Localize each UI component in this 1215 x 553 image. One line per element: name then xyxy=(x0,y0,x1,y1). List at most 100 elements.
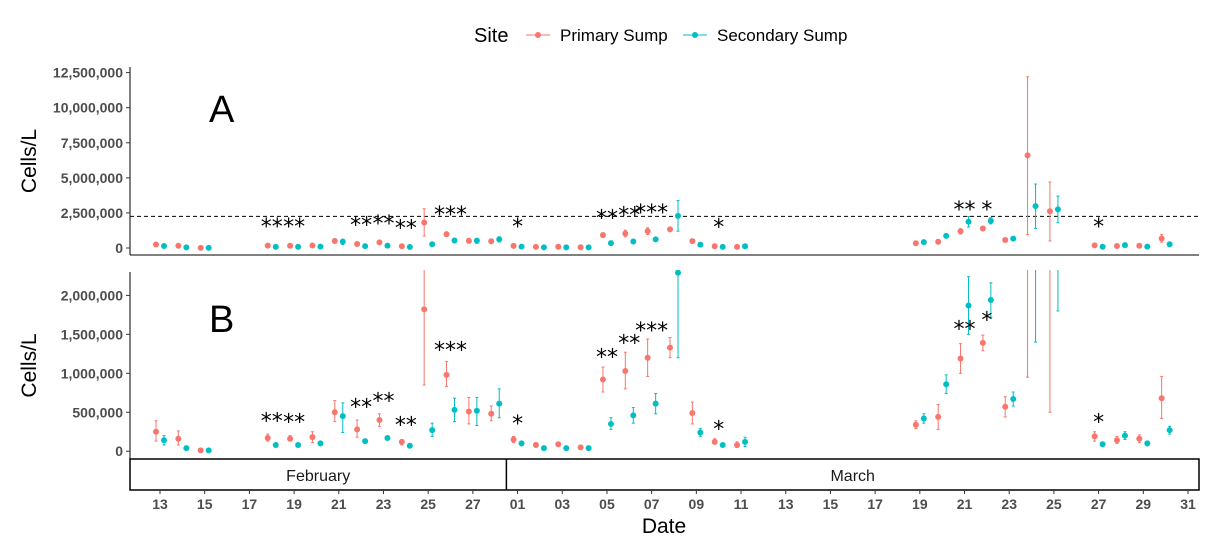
panel-a: 0 2,500,000 5,000,000 7,500,000 10,000,000 12… xyxy=(18,65,1199,256)
x-tick-label: 27 xyxy=(465,496,481,512)
data-point xyxy=(585,244,592,251)
data-point xyxy=(622,230,629,237)
y-tick-label: 12,500,000 xyxy=(53,65,123,81)
data-point xyxy=(362,243,369,250)
data-point xyxy=(719,243,726,250)
data-point xyxy=(1099,441,1106,448)
data-point xyxy=(205,244,212,251)
x-axis: 13 15 17 19 21 23 25 27 01 03 05 07 09 11 13 15 17 19 21 23… xyxy=(130,489,1199,512)
data-point xyxy=(384,242,391,249)
y-tick-label: 7,500,000 xyxy=(61,135,123,151)
significance-label: ** xyxy=(954,318,976,343)
data-point xyxy=(555,243,562,250)
data-point xyxy=(675,212,681,219)
data-point xyxy=(376,239,383,246)
data-point xyxy=(317,243,324,250)
significance-label: ** xyxy=(283,410,305,435)
data-point xyxy=(362,438,369,445)
significance-label: * xyxy=(713,417,724,442)
data-point xyxy=(331,409,338,416)
y-tick-label: 0 xyxy=(115,240,123,256)
data-point xyxy=(1046,208,1053,215)
significance-label: *** xyxy=(434,339,467,364)
data-point xyxy=(1144,243,1151,250)
y-tick-label: 2,500,000 xyxy=(61,205,123,221)
data-point xyxy=(742,243,749,250)
data-point xyxy=(1144,440,1151,447)
x-tick-label: 25 xyxy=(420,496,436,512)
data-point xyxy=(398,438,405,445)
x-tick-label: 03 xyxy=(554,496,570,512)
data-point xyxy=(689,238,696,245)
data-point xyxy=(965,218,972,225)
data-point xyxy=(912,240,919,247)
data-point xyxy=(354,426,361,433)
data-point xyxy=(697,241,704,248)
data-point xyxy=(734,243,741,250)
data-point xyxy=(577,444,584,451)
data-point xyxy=(264,434,271,441)
data-point xyxy=(1024,152,1031,159)
data-point xyxy=(451,237,458,244)
data-point xyxy=(675,270,681,276)
series-secondary-sump xyxy=(161,270,1173,454)
data-point xyxy=(1113,243,1120,250)
series-primary-sump xyxy=(153,76,1165,251)
strip-label-march: March xyxy=(830,468,874,485)
data-point xyxy=(719,441,726,448)
significance-labels: ************************** xyxy=(261,308,1104,442)
data-point xyxy=(734,441,741,448)
data-point xyxy=(652,236,659,243)
data-point xyxy=(1091,242,1098,249)
x-tick-label: 11 xyxy=(734,496,749,512)
legend-entry-secondary: Secondary Sump xyxy=(683,26,847,45)
data-point xyxy=(1091,433,1098,440)
data-point xyxy=(644,354,651,361)
x-tick-label: 27 xyxy=(1091,496,1107,512)
data-point xyxy=(652,400,659,407)
data-point xyxy=(309,434,316,441)
data-point xyxy=(518,440,525,447)
data-point xyxy=(979,339,986,346)
significance-labels: ************************** xyxy=(261,198,1104,241)
data-point xyxy=(295,243,302,250)
significance-label: ** xyxy=(395,413,417,438)
legend-key-dot-primary xyxy=(535,32,541,38)
data-point xyxy=(287,242,294,249)
data-point xyxy=(398,243,405,250)
data-point xyxy=(488,410,495,417)
series-secondary-sump xyxy=(161,183,1173,251)
significance-label: ** xyxy=(283,215,305,240)
y-tick-label: 1,500,000 xyxy=(61,326,123,342)
x-tick-label: 19 xyxy=(912,496,928,512)
y-tick-label: 0 xyxy=(115,443,123,459)
data-point xyxy=(451,406,458,413)
panel-letter: B xyxy=(209,299,234,341)
x-tick-label: 31 xyxy=(1180,496,1196,512)
significance-label: * xyxy=(512,215,523,240)
data-point xyxy=(1136,242,1143,249)
data-point xyxy=(1166,241,1173,248)
data-point xyxy=(153,428,159,435)
x-tick-label: 05 xyxy=(599,496,615,512)
data-point xyxy=(339,413,346,420)
data-point xyxy=(496,400,503,407)
panel-b: 0 500,000 1,000,000 1,500,000 2,000,000 Cells… xyxy=(18,270,1173,459)
data-point xyxy=(197,447,204,454)
data-point xyxy=(183,244,190,251)
data-point xyxy=(295,441,302,448)
data-point xyxy=(287,435,294,442)
data-point xyxy=(532,243,539,250)
significance-label: ** xyxy=(350,396,372,421)
data-point xyxy=(406,244,413,251)
data-point xyxy=(957,355,964,362)
data-point xyxy=(1166,427,1173,434)
significance-label: ** xyxy=(596,346,618,371)
data-point xyxy=(1002,403,1009,410)
data-point xyxy=(697,429,704,436)
data-point xyxy=(607,240,614,247)
x-tick-label: 15 xyxy=(823,496,839,512)
data-point xyxy=(465,408,472,415)
data-point xyxy=(510,436,517,443)
